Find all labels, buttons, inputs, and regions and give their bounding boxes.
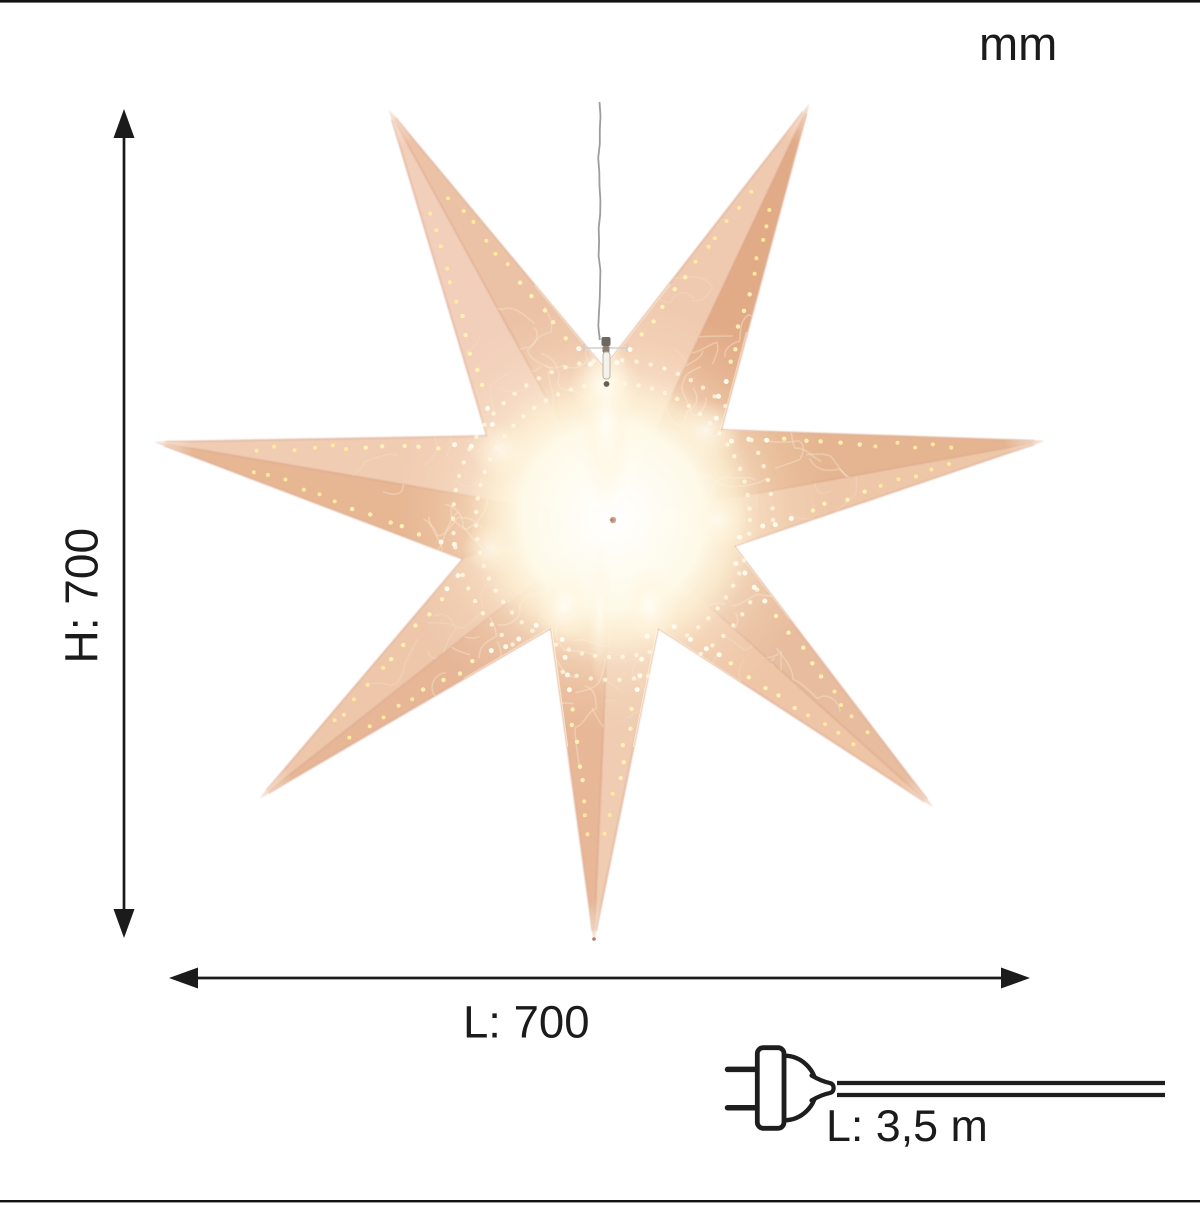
svg-text:L: 700: L: 700 (463, 997, 590, 1048)
svg-text:L: 3,5 m: L: 3,5 m (826, 1101, 988, 1151)
svg-text:H: 700: H: 700 (56, 528, 108, 664)
svg-text:mm: mm (979, 17, 1057, 70)
